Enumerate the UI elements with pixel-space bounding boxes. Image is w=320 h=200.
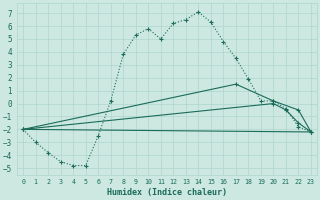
X-axis label: Humidex (Indice chaleur): Humidex (Indice chaleur) xyxy=(107,188,227,197)
